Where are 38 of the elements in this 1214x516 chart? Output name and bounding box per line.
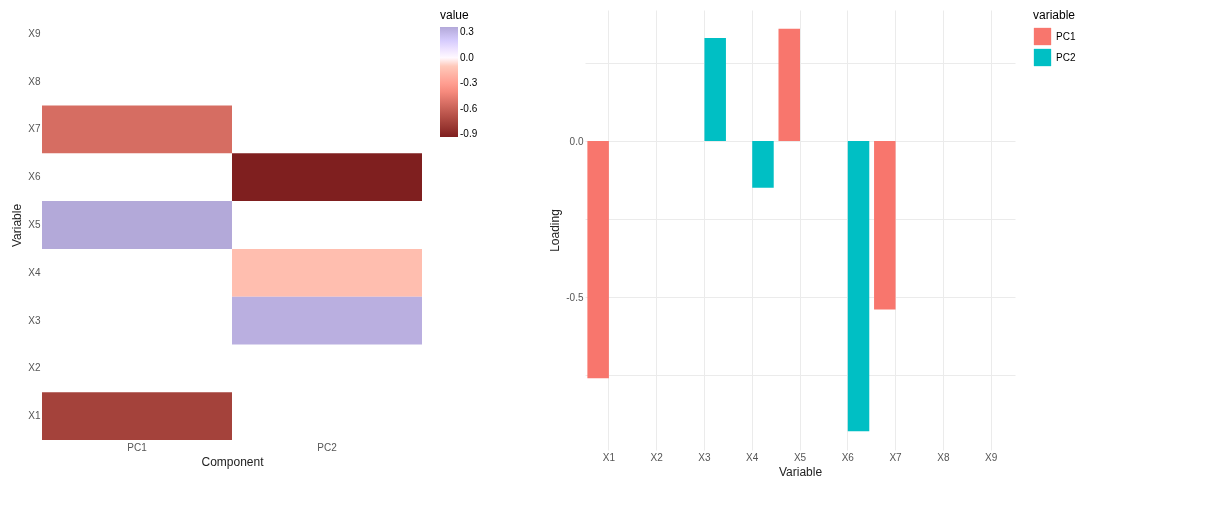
legend-label: PC2 — [1056, 51, 1076, 63]
y-tick-label: X6 — [28, 171, 41, 183]
bar — [587, 141, 609, 379]
y-tick-label: X9 — [28, 27, 41, 39]
x-tick-label: X2 — [650, 451, 664, 463]
x-tick-label: X4 — [746, 451, 759, 463]
x-tick-label: X8 — [937, 451, 950, 463]
y-tick-label: X1 — [28, 410, 41, 422]
color-bar-label: 0.0 — [460, 51, 475, 63]
bar — [874, 141, 896, 310]
x-tick-label: X9 — [984, 451, 998, 463]
color-bar-title: value — [440, 8, 470, 22]
bar — [847, 141, 870, 432]
x-tick-label: X7 — [889, 451, 903, 463]
color-bar-label: -0.9 — [460, 128, 478, 140]
y-axis-title: Variable — [10, 203, 25, 248]
legend-title: variable — [1033, 8, 1076, 22]
x-tick-label: X1 — [602, 451, 616, 463]
x-axis-title: Component — [201, 454, 265, 469]
y-tick-label: X3 — [28, 314, 41, 326]
color-bar-label: 0.3 — [460, 26, 475, 38]
bar — [752, 141, 774, 188]
y-tick-label: X2 — [28, 362, 41, 374]
y-axis-title: Loading — [548, 209, 563, 252]
x-tick-label: X5 — [793, 451, 807, 463]
y-tick-label: -0.5 — [566, 291, 584, 303]
y-tick-label: X4 — [28, 266, 41, 278]
color-bar-label: -0.6 — [460, 102, 478, 114]
x-axis-title: Variable — [778, 464, 823, 479]
y-tick-label: X7 — [28, 123, 41, 135]
legend-label: PC1 — [1056, 30, 1076, 42]
y-tick-label: X8 — [28, 75, 41, 87]
x-tick-label: X3 — [698, 451, 711, 463]
x-tick-label: X6 — [841, 451, 855, 463]
color-bar-label: -0.3 — [460, 77, 478, 89]
y-tick-label: X5 — [28, 219, 41, 230]
bar — [704, 38, 726, 142]
bar — [778, 28, 800, 142]
